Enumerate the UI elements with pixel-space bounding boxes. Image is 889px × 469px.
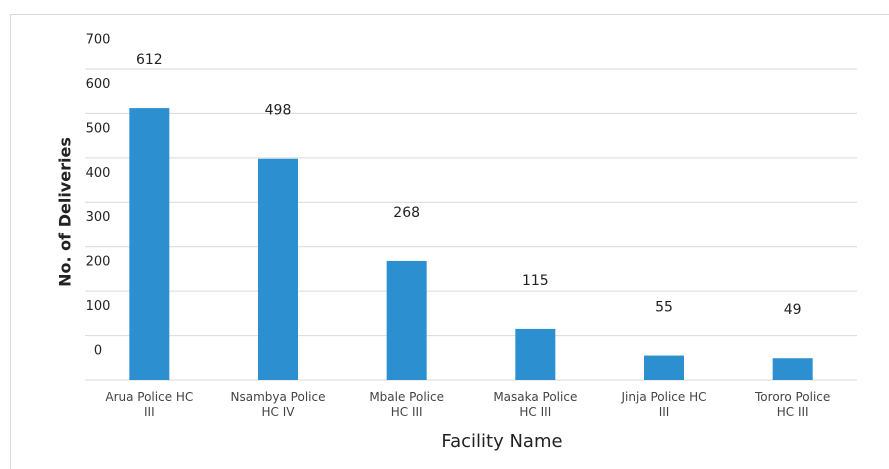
- bar: [772, 358, 813, 380]
- data-label: 268: [393, 205, 420, 221]
- x-tick-label: Nsambya Police HC IV: [230, 390, 326, 419]
- y-axis-label: No. of Deliveries: [56, 137, 75, 287]
- x-tick-label: Jinja Police HC III: [621, 390, 707, 419]
- y-tick-label: 700: [86, 33, 111, 48]
- bar: [386, 260, 427, 380]
- x-tick-label: Masaka Police HC III: [493, 390, 578, 419]
- x-tick-label: Tororo Police HC III: [755, 390, 831, 419]
- data-label: 55: [655, 300, 673, 316]
- x-axis-label: Facility Name: [441, 431, 562, 452]
- data-label: 612: [136, 52, 163, 68]
- y-tick-label: 200: [86, 255, 111, 270]
- bar: [515, 328, 556, 380]
- y-tick-label: 100: [86, 299, 111, 314]
- data-label: 115: [522, 273, 549, 289]
- x-tick-label: Arua Police HC III: [105, 390, 194, 419]
- y-tick-label: 500: [86, 121, 111, 136]
- chart-frame: [10, 14, 889, 469]
- bar: [258, 158, 298, 380]
- y-tick-label: 400: [86, 166, 111, 181]
- x-tick-label: Mbale Police HC III: [369, 390, 444, 419]
- y-tick-label: 300: [86, 210, 111, 225]
- bar: [129, 108, 170, 381]
- data-label: 49: [784, 302, 802, 318]
- y-tick-label: 600: [86, 77, 111, 92]
- y-tick-label: 0: [94, 344, 102, 359]
- bar: [644, 355, 684, 380]
- data-label: 498: [265, 103, 292, 119]
